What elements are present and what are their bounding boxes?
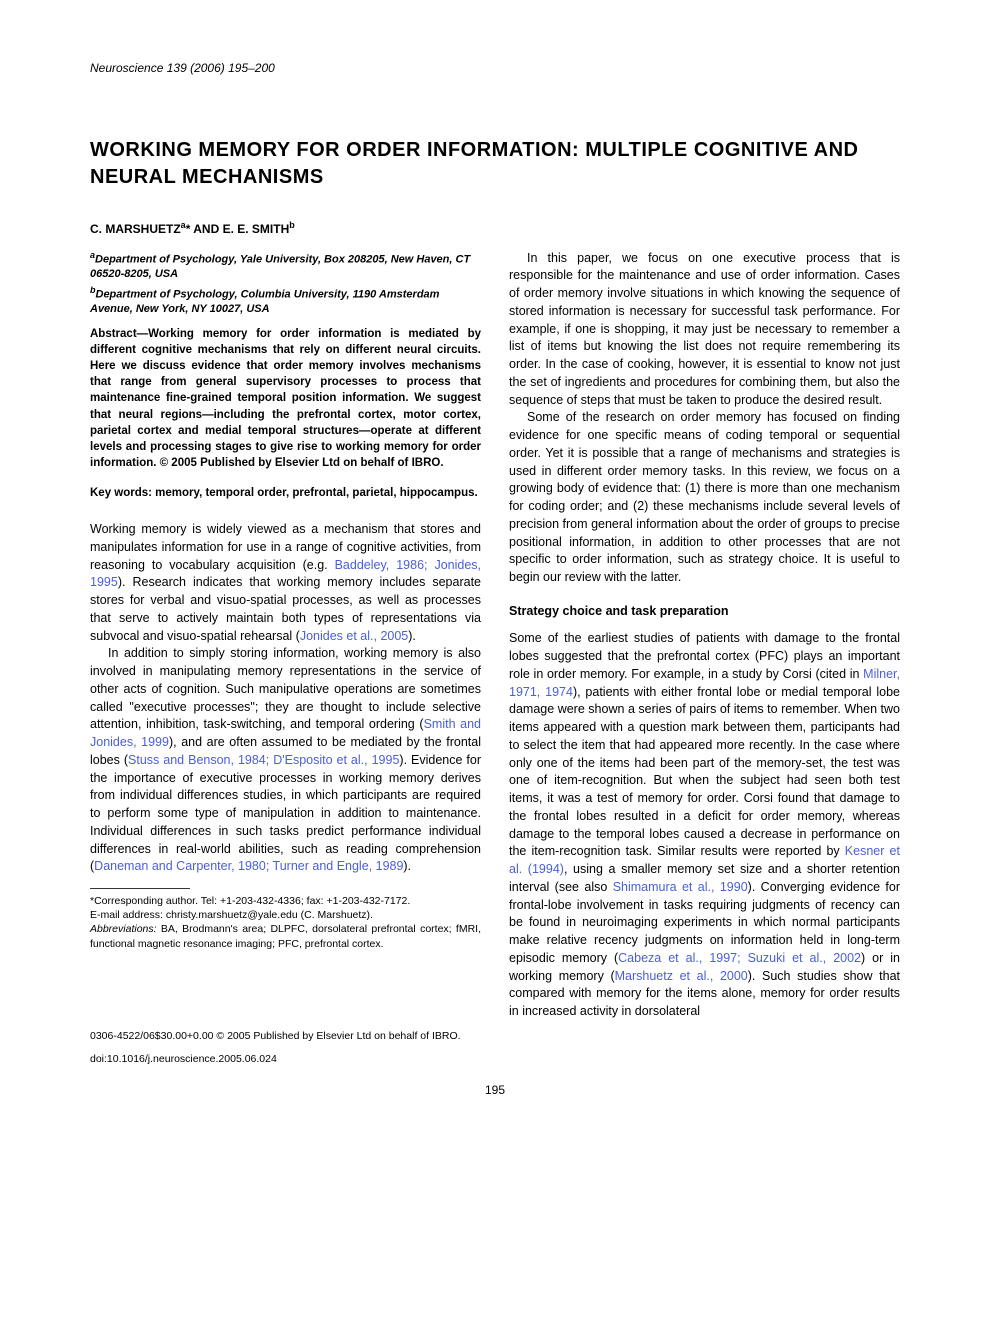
paragraph-5: Some of the earliest studies of patients… bbox=[509, 630, 900, 1021]
paragraph-2: In addition to simply storing informatio… bbox=[90, 645, 481, 876]
corresponding-author-footnote: *Corresponding author. Tel: +1-203-432-4… bbox=[90, 894, 481, 908]
affiliations-block: aDepartment of Psychology, Yale Universi… bbox=[90, 250, 481, 317]
footnote-separator bbox=[90, 888, 190, 889]
citation: Marshuetz et al., 2000 bbox=[615, 969, 748, 983]
journal-name: Neuroscience bbox=[90, 61, 163, 75]
doi-line: doi:10.1016/j.neuroscience.2005.06.024 bbox=[90, 1052, 900, 1067]
paragraph-3: In this paper, we focus on one executive… bbox=[509, 250, 900, 410]
citation: Shimamura et al., 1990 bbox=[613, 880, 748, 894]
keywords: Key words: memory, temporal order, prefr… bbox=[90, 485, 481, 501]
author-2: AND E. E. SMITH bbox=[190, 222, 289, 236]
abstract: Abstract—Working memory for order inform… bbox=[90, 326, 481, 471]
citation: Daneman and Carpenter, 1980; Turner and … bbox=[94, 859, 403, 873]
author-line: C. MARSHUETZa* AND E. E. SMITHb bbox=[90, 219, 900, 238]
email-footnote: E-mail address: christy.marshuetz@yale.e… bbox=[90, 908, 481, 922]
citation: Jonides et al., 2005 bbox=[300, 629, 408, 643]
affiliation-b: bDepartment of Psychology, Columbia Univ… bbox=[90, 285, 481, 316]
journal-reference: Neuroscience 139 (2006) 195–200 bbox=[90, 60, 900, 77]
paragraph-4: Some of the research on order memory has… bbox=[509, 409, 900, 587]
section-heading-strategy: Strategy choice and task preparation bbox=[509, 603, 900, 621]
article-title: WORKING MEMORY FOR ORDER INFORMATION: MU… bbox=[90, 137, 900, 191]
paragraph-1: Working memory is widely viewed as a mec… bbox=[90, 521, 481, 645]
author-1: C. MARSHUETZ bbox=[90, 222, 181, 236]
citation: Stuss and Benson, 1984; D'Esposito et al… bbox=[128, 753, 399, 767]
copyright-line: 0306-4522/06$30.00+0.00 © 2005 Published… bbox=[90, 1029, 900, 1044]
citation: Cabeza et al., 1997; Suzuki et al., 2002 bbox=[618, 951, 861, 965]
abbreviations-footnote: Abbreviations: BA, Brodmann's area; DLPF… bbox=[90, 922, 481, 950]
author-2-affil-sup: b bbox=[289, 220, 295, 230]
affiliation-a: aDepartment of Psychology, Yale Universi… bbox=[90, 250, 481, 281]
journal-volume: 139 (2006) 195–200 bbox=[167, 61, 275, 75]
right-column: In this paper, we focus on one executive… bbox=[509, 250, 900, 1021]
page-number: 195 bbox=[90, 1082, 900, 1099]
left-column: aDepartment of Psychology, Yale Universi… bbox=[90, 250, 481, 1021]
